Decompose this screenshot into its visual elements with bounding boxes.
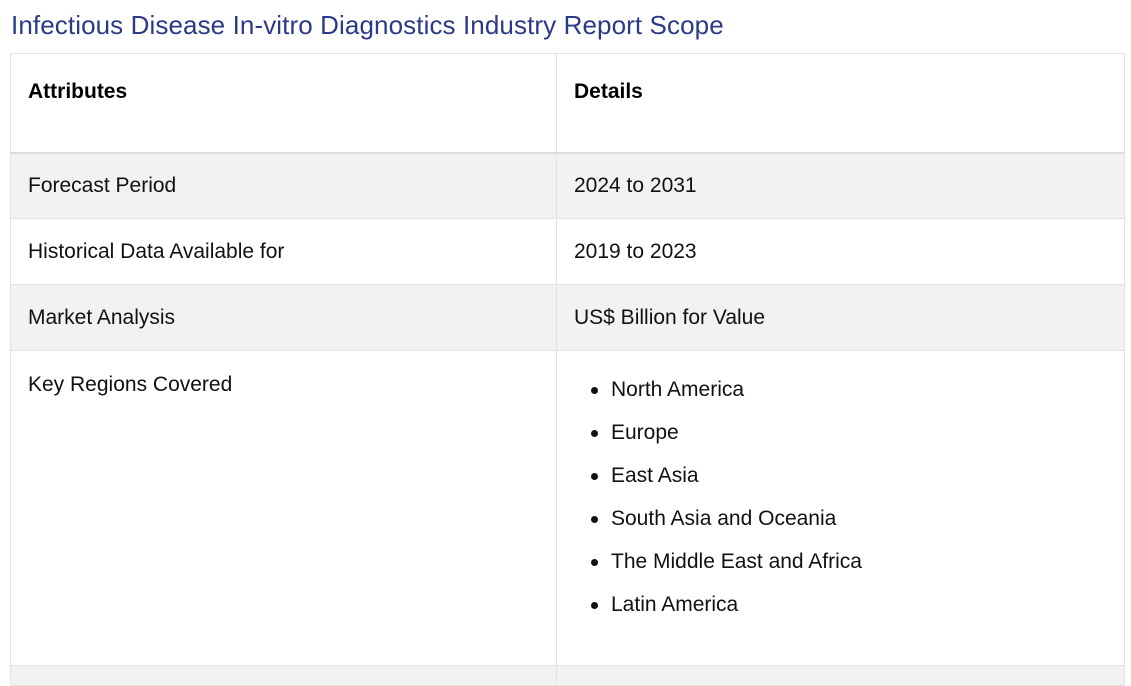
list-item: North America bbox=[591, 377, 1107, 420]
list-item: South Asia and Oceania bbox=[591, 506, 1107, 549]
list-item: Europe bbox=[591, 420, 1107, 463]
regions-list: North America Europe East Asia South Asi… bbox=[574, 377, 1107, 635]
attribute-cell bbox=[10, 665, 557, 686]
bullet-icon bbox=[591, 473, 598, 480]
attribute-cell: Forecast Period bbox=[10, 152, 557, 219]
attribute-cell: Key Regions Covered bbox=[10, 350, 557, 666]
report-scope-table: Attributes Details Forecast Period 2024 … bbox=[10, 53, 1125, 686]
page-title: Infectious Disease In-vitro Diagnostics … bbox=[11, 10, 724, 40]
attribute-cell: Historical Data Available for bbox=[10, 218, 557, 285]
list-item: The Middle East and Africa bbox=[591, 549, 1107, 592]
region-label: Europe bbox=[611, 421, 679, 444]
table-row: Historical Data Available for 2019 to 20… bbox=[10, 218, 1125, 285]
table-row: Forecast Period 2024 to 2031 bbox=[10, 152, 1125, 219]
region-label: North America bbox=[611, 378, 745, 401]
list-item: East Asia bbox=[591, 463, 1107, 506]
table-row: Key Regions Covered North America Europe… bbox=[10, 350, 1125, 666]
detail-cell: 2024 to 2031 bbox=[556, 152, 1125, 219]
header-attributes: Attributes bbox=[10, 53, 557, 154]
bullet-icon bbox=[591, 387, 598, 394]
detail-cell: 2019 to 2023 bbox=[556, 218, 1125, 285]
bullet-icon bbox=[591, 430, 598, 437]
bullet-icon bbox=[591, 559, 598, 566]
table-header-row: Attributes Details bbox=[10, 53, 1125, 154]
bullet-icon bbox=[591, 516, 598, 523]
region-label: Latin America bbox=[611, 593, 739, 616]
list-item: Latin America bbox=[591, 592, 1107, 635]
table-row: Market Analysis US$ Billion for Value bbox=[10, 284, 1125, 351]
region-label: The Middle East and Africa bbox=[611, 550, 862, 573]
table-row-partial bbox=[10, 665, 1125, 686]
region-label: East Asia bbox=[611, 464, 699, 487]
regions-cell: North America Europe East Asia South Asi… bbox=[556, 350, 1125, 666]
attribute-cell: Market Analysis bbox=[10, 284, 557, 351]
detail-cell bbox=[556, 665, 1125, 686]
region-label: South Asia and Oceania bbox=[611, 507, 837, 530]
detail-cell: US$ Billion for Value bbox=[556, 284, 1125, 351]
header-details: Details bbox=[556, 53, 1125, 154]
bullet-icon bbox=[591, 602, 598, 609]
